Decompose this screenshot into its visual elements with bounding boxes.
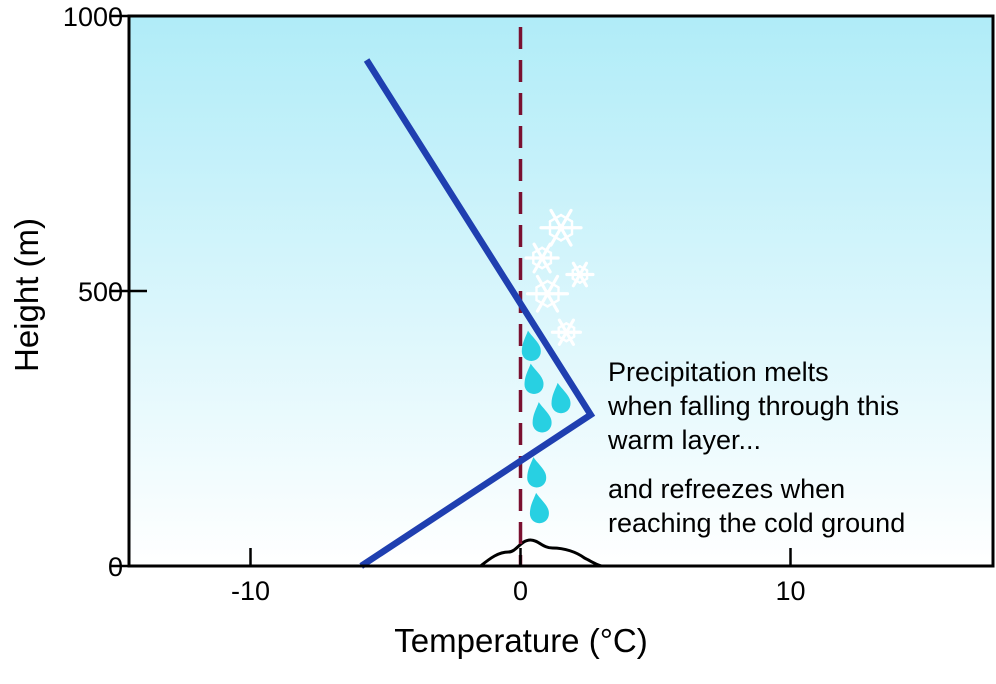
- y-tick-label: 500: [78, 277, 123, 307]
- temperature-profile-line: [359, 58, 596, 569]
- x-axis-label: Temperature (°C): [394, 622, 647, 659]
- raindrop-icon: [529, 492, 549, 524]
- plot-background: [129, 16, 993, 566]
- annotation-melting-line-3: warm layer...: [607, 425, 761, 455]
- raindrop-icon: [521, 330, 541, 361]
- snowflake-icon: [550, 318, 583, 346]
- raindrop-icon: [524, 363, 544, 395]
- snowflake-icon: [539, 208, 583, 247]
- y-tick-label: 0: [108, 552, 123, 582]
- raindrop-icon: [527, 457, 547, 488]
- annotation-melting: Precipitation melts when falling through…: [607, 357, 907, 455]
- x-tick-label: 10: [775, 576, 805, 606]
- raindrop-icon: [551, 382, 571, 414]
- snowflake-icon: [524, 242, 560, 274]
- x-tick-label: -10: [231, 576, 270, 606]
- y-tick-label: 1000: [63, 2, 123, 32]
- ground-terrain: [479, 538, 604, 568]
- y-axis-label: Height (m): [8, 218, 45, 372]
- raindrop-icon: [532, 402, 552, 433]
- annotation-melting-line-2: when falling through this: [607, 391, 899, 421]
- annotation-melting-line-1: Precipitation melts: [608, 357, 829, 387]
- x-tick-label: 0: [513, 576, 528, 606]
- snowflake-icon: [565, 261, 595, 288]
- annotation-refreezing-line-1: and refreezes when: [608, 474, 845, 504]
- annotation-refreezing-line-2: reaching the cold ground: [608, 508, 905, 538]
- annotation-refreezing: and refreezes when reaching the cold gro…: [608, 474, 905, 538]
- snowflake-icon: [525, 274, 570, 313]
